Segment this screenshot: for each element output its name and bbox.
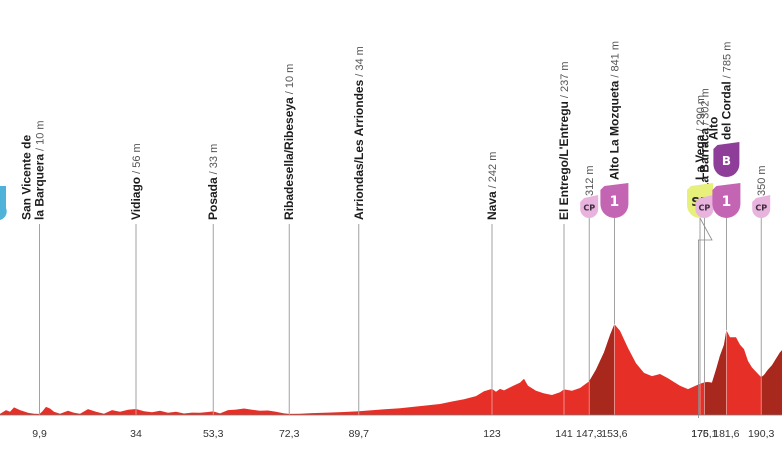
waypoint-altitude: / 785 m: [721, 42, 733, 79]
waypoint-leader-lines: [39, 218, 762, 414]
waypoint-altitude: / 841 m: [609, 41, 621, 78]
checkpoint-tag: CP: [752, 195, 771, 219]
waypoint-label: La Barraca / 302 m: [697, 88, 711, 190]
waypoint-label: El Entrego/L'Entregu / 237 m: [557, 61, 571, 220]
waypoint-name: El Entrego/L'Entregu: [557, 101, 571, 220]
waypoint-label: Nava / 242 m: [485, 152, 499, 220]
checkpoint-tag: CP: [695, 195, 714, 219]
waypoint-text: Arriondas/Les Arriondes / 34 m: [352, 46, 366, 220]
waypoint-text: Altodel Cordal / 785 m: [706, 42, 733, 140]
waypoint-text: La Barraca / 302 m: [697, 88, 711, 190]
tag-label: 1: [722, 194, 732, 210]
waypoint-text: Vidiago / 56 m: [129, 143, 143, 220]
waypoint-label: San Vicente dela Barquera / 10 m: [20, 120, 47, 220]
km-label: 141: [555, 428, 573, 440]
tag-label: B: [722, 154, 731, 168]
waypoint-label: Altodel Cordal / 785 m: [706, 42, 733, 140]
km-label: 176,1: [691, 428, 717, 440]
waypoint-label: Ribadesella/Ribeseya / 10 m: [282, 64, 296, 220]
km-label: 34: [130, 428, 142, 440]
waypoint-text: 350 m: [756, 165, 768, 196]
waypoint-name: Arriondas/Les Arriondes: [352, 79, 366, 220]
climb-section-2: [704, 330, 727, 415]
km-label: 175: [691, 428, 709, 440]
km-label: 123: [483, 428, 501, 440]
waypoint-name: Nava: [485, 191, 499, 220]
waypoint-altitude: / 10 m: [284, 64, 296, 95]
waypoint-text: Posada / 33 m: [206, 144, 220, 220]
waypoint-label: Arriondas/Les Arriondes / 34 m: [352, 46, 366, 220]
checkpoint-tag: CP: [580, 195, 599, 219]
waypoint-name: San Vicente de: [20, 135, 34, 220]
sprint-connector: [698, 217, 713, 418]
waypoint-altitude: / 34 m: [354, 46, 366, 77]
start-flag-shape: [0, 186, 7, 220]
waypoint-altitude: / 33 m: [208, 144, 220, 175]
waypoint-tags: CP1SPCP1BCP: [580, 142, 771, 418]
climb-category-tag: 1: [712, 183, 741, 219]
waypoint-text: Ribadesella/Ribeseya / 10 m: [282, 64, 296, 220]
waypoint-labels: San Vicente dela Barquera / 10 m Vidiago / …: [20, 41, 769, 220]
km-label: 147,3: [576, 428, 602, 440]
waypoint-name: Ribadesella/Ribeseya: [282, 97, 296, 220]
waypoint-altitude: / 290 m: [695, 95, 707, 132]
km-label: 53,3: [203, 428, 224, 440]
km-label: 72,3: [279, 428, 300, 440]
waypoint-altitude: / 56 m: [131, 143, 143, 174]
tag-label: CP: [755, 203, 767, 212]
km-label: 181,6: [713, 428, 739, 440]
km-label: 153,6: [601, 428, 627, 440]
waypoint-text: Alto La Mozqueta / 841 m: [607, 41, 621, 180]
waypoint-altitude: / 10 m: [35, 120, 47, 151]
tag-label: 1: [610, 194, 620, 210]
waypoint-text: 312 m: [584, 165, 596, 196]
waypoint-text: El Entrego/L'Entregu / 237 m: [557, 61, 571, 220]
waypoint-label: Posada / 33 m: [206, 144, 220, 220]
waypoint-text: La Vega / 290 m: [693, 95, 707, 180]
climb-category-tag: 1: [600, 183, 629, 219]
waypoint-label: Alto La Mozqueta / 841 m: [607, 41, 621, 180]
waypoint-name: la Barquera: [33, 154, 47, 220]
climb-section-3: [761, 350, 782, 415]
waypoint-altitude: 350 m: [756, 165, 768, 196]
waypoint-label: 312 m: [584, 165, 596, 196]
waypoint-name: Vidiago: [129, 177, 143, 220]
bonus-tag: B: [713, 142, 740, 177]
km-label: 89,7: [349, 428, 370, 440]
km-label: 9,9: [32, 428, 47, 440]
waypoint-name: Alto: [706, 117, 720, 140]
waypoint-label: La Vega / 290 m: [693, 95, 707, 180]
waypoint-label: 350 m: [756, 165, 768, 196]
tag-label: CP: [583, 203, 595, 212]
km-label: 190,3: [748, 428, 774, 440]
waypoint-name: del Cordal: [719, 81, 733, 140]
profile-area: [0, 324, 782, 415]
waypoint-altitude: / 242 m: [487, 152, 499, 189]
waypoint-text: Nava / 242 m: [485, 152, 499, 220]
waypoint-name: La Barraca: [697, 128, 711, 190]
climb-section-1: [589, 324, 615, 415]
waypoint-altitude: 312 m: [584, 165, 596, 196]
waypoint-label: Vidiago / 56 m: [129, 143, 143, 220]
tag-label: CP: [699, 203, 711, 212]
waypoint-name: Posada: [206, 177, 220, 220]
start-flag: [0, 186, 7, 220]
waypoint-name: La Vega: [693, 134, 707, 180]
waypoint-altitude: / 237 m: [559, 61, 571, 98]
waypoint-altitude: / 302 m: [699, 88, 711, 125]
waypoint-text: San Vicente dela Barquera / 10 m: [20, 120, 47, 220]
waypoint-name: Alto La Mozqueta: [607, 80, 621, 180]
profile-fill: [0, 324, 782, 415]
